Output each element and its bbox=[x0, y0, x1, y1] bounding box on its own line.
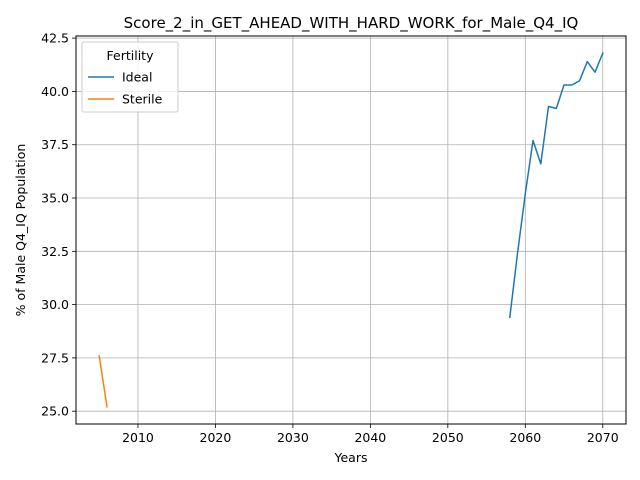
legend-entries: Ideal Sterile bbox=[88, 70, 163, 107]
x-tick-label: 2070 bbox=[587, 430, 619, 445]
y-tick-label: 30.0 bbox=[41, 297, 69, 312]
x-tick-label: 2030 bbox=[277, 430, 309, 445]
grid bbox=[76, 36, 626, 424]
x-axis-label: Years bbox=[334, 450, 368, 465]
y-tick-label: 42.5 bbox=[41, 31, 69, 46]
x-tick-label: 2060 bbox=[509, 430, 541, 445]
y-tick-label: 40.0 bbox=[41, 84, 69, 99]
x-tick-label: 2050 bbox=[432, 430, 464, 445]
ticks: 2010 2020 2030 2040 2050 2060 2070 25.0 27.5 30.0… bbox=[41, 31, 619, 445]
series-lines bbox=[98, 52, 604, 408]
x-tick-label: 2020 bbox=[200, 430, 232, 445]
x-tick-label: 2010 bbox=[122, 430, 154, 445]
legend-label-sterile: Sterile bbox=[122, 92, 163, 107]
y-tick-label: 35.0 bbox=[41, 191, 69, 206]
y-tick-label: 25.0 bbox=[41, 404, 69, 419]
y-axis-label: % of Male Q4_IQ Population bbox=[13, 144, 28, 317]
legend-title: Fertility bbox=[107, 48, 155, 63]
y-tick-label: 32.5 bbox=[41, 244, 69, 259]
x-tick-label: 2040 bbox=[354, 430, 386, 445]
legend-label-ideal: Ideal bbox=[122, 70, 152, 85]
y-tick-label: 37.5 bbox=[41, 137, 69, 152]
legend: Fertility Ideal Sterile bbox=[81, 41, 179, 113]
series-line-ideal bbox=[508, 52, 604, 319]
y-tick-label: 27.5 bbox=[41, 350, 69, 365]
legend-box bbox=[81, 41, 179, 113]
plot-frame bbox=[75, 35, 627, 425]
chart-title: Score_2_in_GET_AHEAD_WITH_HARD_WORK_for_… bbox=[124, 14, 579, 33]
series-line-sterile bbox=[98, 354, 108, 408]
